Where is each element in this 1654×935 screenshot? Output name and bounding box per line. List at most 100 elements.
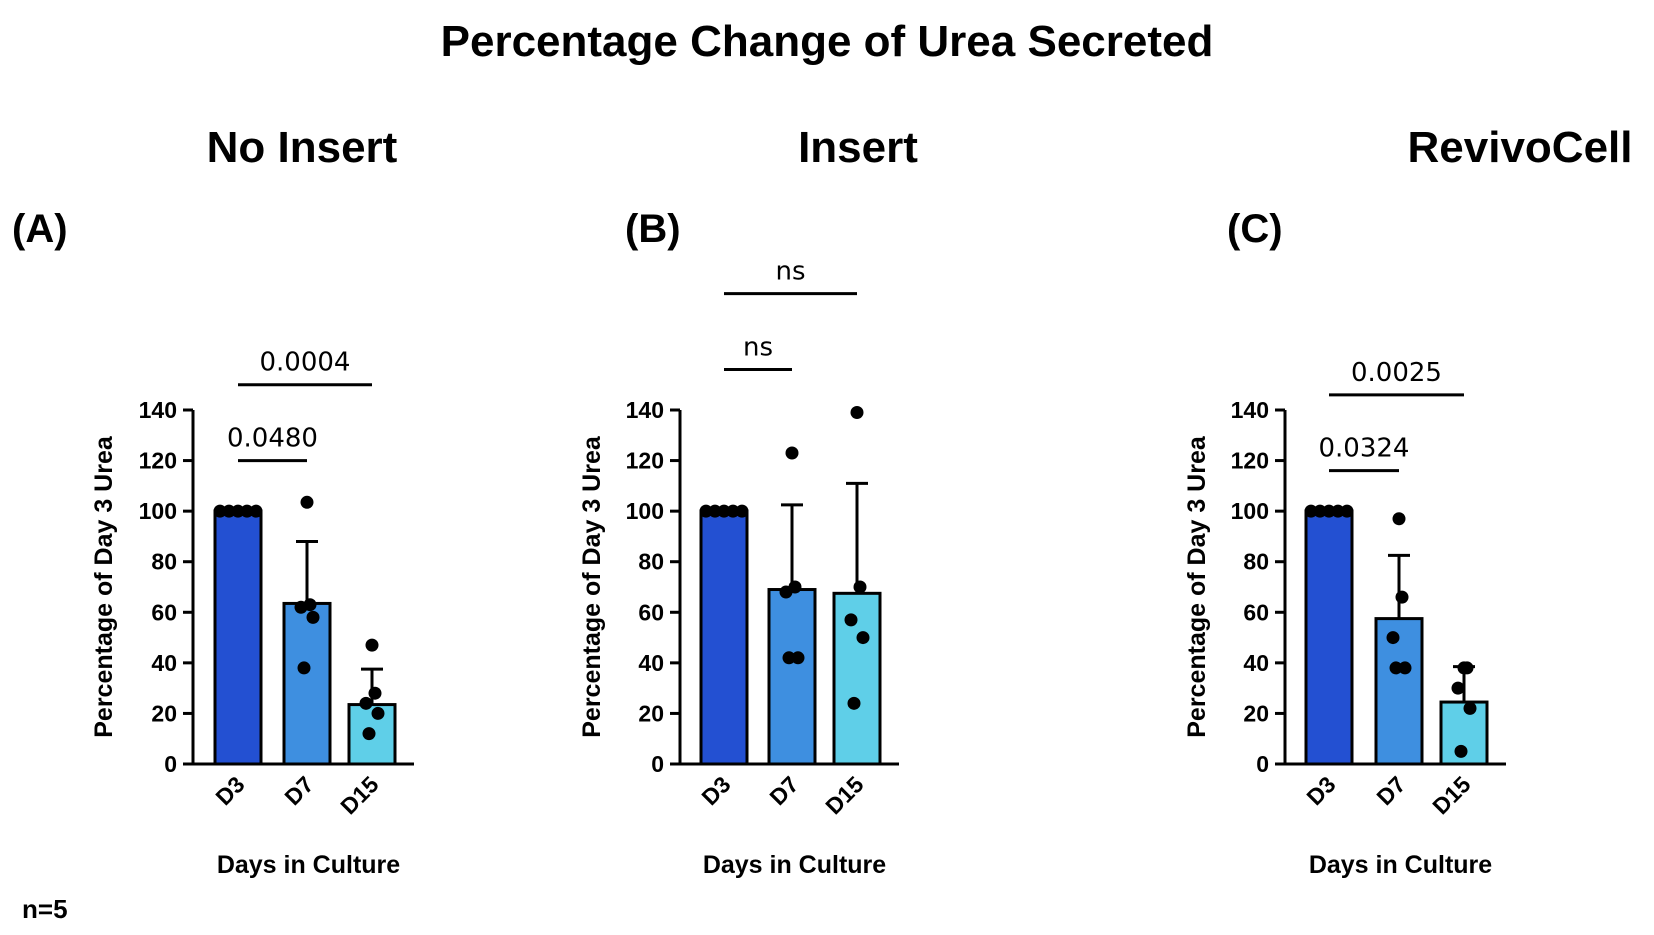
- panel-letter: (A): [12, 207, 68, 251]
- y-tick-label: 120: [1231, 448, 1269, 474]
- data-point-d3: [708, 504, 722, 518]
- x-axis-label: Days in Culture: [1309, 851, 1492, 879]
- data-point-d15: [1460, 661, 1474, 675]
- bar-d3: [1304, 509, 1354, 766]
- data-point-d3: [1340, 504, 1354, 518]
- data-point-d15: [359, 696, 373, 710]
- panel-letter: (B): [625, 207, 681, 251]
- chart-panel-1: No Insert (A) D3 D7 D15 0 20 40 60 80 100 120 140 Day…: [12, 123, 414, 879]
- comparison-p-value: 0.0480: [227, 424, 318, 454]
- data-point-d15: [850, 406, 864, 420]
- figure-title: Percentage Change of Urea Secreted: [441, 17, 1214, 66]
- bar-d7: [767, 588, 817, 766]
- y-tick-label: 40: [1243, 650, 1269, 676]
- data-point-d3: [1313, 504, 1327, 518]
- data-point-d7: [1398, 661, 1412, 675]
- x-axis-label: Days in Culture: [703, 851, 886, 879]
- x-axis-label: Days in Culture: [217, 851, 400, 879]
- y-tick-label: 140: [626, 397, 664, 423]
- x-tick-label: D7: [279, 771, 318, 810]
- x-tick-label: D15: [1427, 771, 1475, 819]
- data-point-d3: [231, 504, 245, 518]
- y-tick-label: 120: [626, 448, 664, 474]
- data-point-d7: [1389, 661, 1403, 675]
- data-point-d3: [717, 504, 731, 518]
- data-point-d3: [249, 504, 263, 518]
- data-point-d7: [782, 651, 796, 665]
- y-tick-label: 120: [139, 448, 177, 474]
- y-tick-label: 60: [638, 599, 664, 625]
- comparison-p-value: ns: [775, 257, 805, 287]
- data-point-d7: [294, 600, 308, 614]
- data-point-d3: [222, 504, 236, 518]
- data-point-d3: [213, 504, 227, 518]
- panel-letter: (C): [1227, 207, 1283, 251]
- y-tick-label: 100: [139, 498, 177, 524]
- data-point-d15: [371, 706, 385, 720]
- comparison-p-value: ns: [743, 333, 773, 363]
- y-tick-label: 80: [1243, 549, 1269, 575]
- data-point-d7: [1392, 512, 1406, 526]
- data-point-d15: [368, 686, 382, 700]
- comparison-p-value: 0.0324: [1319, 434, 1410, 464]
- panel-title: RevivoCell: [1408, 123, 1633, 172]
- comparison-p-value: 0.0025: [1351, 358, 1442, 388]
- bar-d7: [282, 601, 332, 766]
- data-point-d15: [365, 638, 379, 652]
- y-tick-label: 0: [651, 751, 664, 777]
- y-tick-label: 100: [1231, 498, 1269, 524]
- y-axis-label: Percentage of Day 3 Urea: [90, 435, 118, 738]
- y-tick-label: 140: [139, 397, 177, 423]
- data-point-d7: [779, 585, 793, 599]
- bar-d3: [213, 509, 263, 766]
- y-tick-label: 20: [638, 700, 664, 726]
- x-tick-label: D15: [335, 771, 383, 819]
- data-point-d7: [297, 661, 311, 675]
- chart-panel-3: RevivoCell (C) D3 D7 D15 0 20 40 60 80 100 120 140 Da…: [1183, 123, 1632, 879]
- data-point-d7: [1386, 631, 1400, 645]
- data-point-d3: [1304, 504, 1318, 518]
- data-point-d3: [240, 504, 254, 518]
- bar-d3: [699, 509, 749, 766]
- y-tick-label: 0: [164, 751, 177, 777]
- y-tick-label: 40: [151, 650, 177, 676]
- panel-title: Insert: [798, 123, 918, 172]
- y-tick-label: 60: [151, 599, 177, 625]
- x-tick-label: D7: [1371, 771, 1410, 810]
- panels-group: No Insert (A) D3 D7 D15 0 20 40 60 80 100 120 140 Day…: [12, 123, 1632, 879]
- sample-size-note: n=5: [22, 894, 68, 924]
- x-tick-label: D3: [210, 771, 249, 810]
- y-tick-label: 60: [1243, 599, 1269, 625]
- y-tick-label: 80: [151, 549, 177, 575]
- bar-d7: [1374, 617, 1424, 766]
- data-point-d15: [844, 613, 858, 627]
- data-point-d7: [300, 495, 314, 509]
- data-point-d15: [853, 580, 867, 594]
- y-tick-label: 0: [1256, 751, 1269, 777]
- data-point-d3: [726, 504, 740, 518]
- data-point-d3: [1322, 504, 1336, 518]
- x-tick-label: D15: [820, 771, 868, 819]
- data-point-d3: [699, 504, 713, 518]
- data-point-d7: [791, 651, 805, 665]
- x-tick-label: D7: [764, 771, 803, 810]
- data-point-d15: [847, 696, 861, 710]
- data-point-d3: [735, 504, 749, 518]
- comparison-p-value: 0.0004: [260, 348, 351, 378]
- panel-title: No Insert: [207, 123, 398, 172]
- y-tick-label: 80: [638, 549, 664, 575]
- data-point-d15: [1451, 681, 1465, 695]
- y-tick-label: 140: [1231, 397, 1269, 423]
- data-point-d7: [785, 446, 799, 460]
- data-point-d15: [1454, 744, 1468, 758]
- x-tick-label: D3: [1301, 771, 1340, 810]
- data-point-d15: [362, 727, 376, 741]
- y-axis-label: Percentage of Day 3 Urea: [1183, 435, 1211, 738]
- data-point-d7: [1395, 590, 1409, 604]
- y-tick-label: 20: [1243, 700, 1269, 726]
- x-tick-label: D3: [696, 771, 735, 810]
- y-axis-label: Percentage of Day 3 Urea: [578, 435, 606, 738]
- chart-panel-2: Insert (B) D3 D7 D15 0 20 40 60 80 100 120 140 Days i…: [578, 123, 918, 879]
- y-tick-label: 40: [638, 650, 664, 676]
